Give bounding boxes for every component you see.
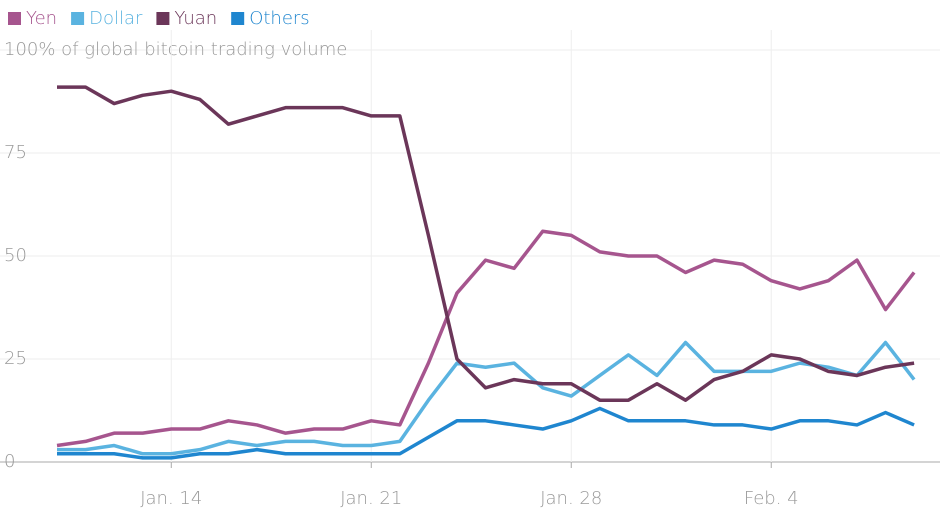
legend-swatch — [156, 12, 170, 25]
legend-label: Others — [249, 8, 310, 29]
legend-swatch — [71, 12, 85, 25]
y-tick-label: 0 — [4, 451, 15, 472]
y-tick-label: 100% of global bitcoin trading volume — [4, 39, 347, 60]
legend-swatch — [231, 12, 245, 25]
y-tick-label: 75 — [4, 142, 27, 163]
legend-label: Dollar — [89, 8, 143, 29]
line-series — [57, 406, 915, 460]
x-tick-label: Jan. 14 — [140, 488, 202, 509]
x-tick-label: Jan. 21 — [340, 488, 402, 509]
x-tick-label: Feb. 4 — [744, 488, 799, 509]
x-tick-label: Jan. 28 — [540, 488, 602, 509]
y-tick-label: 50 — [4, 245, 27, 266]
line-series — [57, 340, 916, 456]
legend-label: Yen — [26, 8, 57, 29]
legend-swatch — [8, 12, 21, 25]
line-series — [57, 85, 915, 402]
line-series — [56, 229, 916, 448]
y-tick-label: 25 — [4, 348, 27, 369]
legend-label: Yuan — [174, 8, 217, 29]
